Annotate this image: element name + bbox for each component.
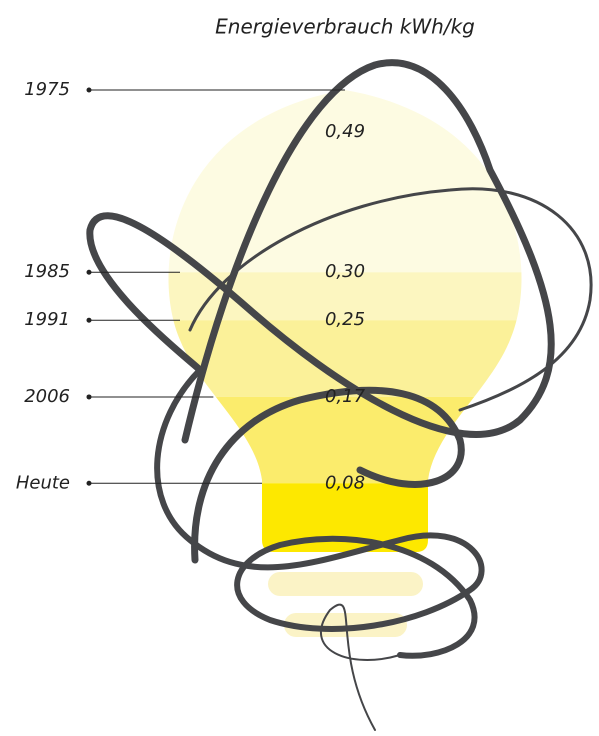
value-label: 0,25 [325, 309, 365, 330]
year-label: 1991 [24, 309, 70, 330]
value-label: 0,49 [325, 121, 365, 142]
chart-title: Energieverbrauch kWh/kg [215, 15, 475, 39]
chart: Energieverbrauch kWh/kg 0,49 1975 0,30 1985… [0, 0, 599, 736]
value-label: 0,30 [325, 261, 365, 282]
year-label: Heute [16, 472, 70, 493]
year-label: 2006 [24, 386, 70, 407]
value-label: 0,08 [325, 472, 365, 493]
year-label: 1985 [24, 261, 70, 282]
bulb-base [268, 572, 423, 596]
energy-band [150, 483, 550, 560]
year-label: 1975 [24, 79, 70, 100]
value-label: 0,17 [325, 386, 366, 407]
energy-band [150, 90, 550, 272]
